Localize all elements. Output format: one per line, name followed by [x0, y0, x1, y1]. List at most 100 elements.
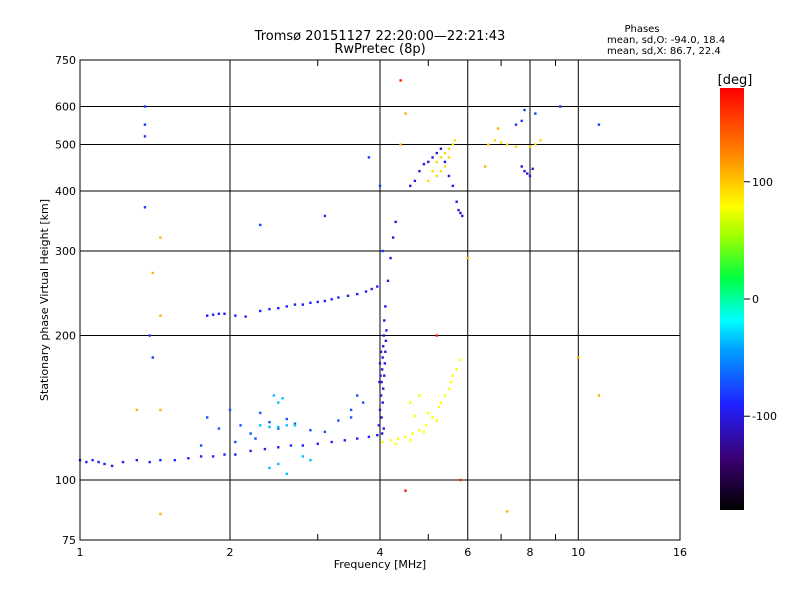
echo-point: [431, 169, 434, 173]
echo-point: [316, 442, 319, 445]
echo-point: [459, 211, 462, 215]
echo-point: [380, 432, 384, 435]
echo-point: [223, 312, 226, 315]
echo-point: [234, 440, 237, 444]
echo-point: [330, 298, 333, 301]
x-tick-label-5: 10: [571, 546, 585, 559]
echo-point: [379, 374, 382, 377]
echo-point: [394, 220, 397, 224]
plot-frame: [79, 59, 681, 541]
echo-point: [349, 416, 353, 419]
echo-point: [451, 143, 455, 146]
series-4: [377, 220, 397, 435]
echo-point: [285, 472, 288, 476]
echo-point: [459, 478, 462, 482]
colorbar-label: [deg]: [718, 73, 753, 88]
stats-line-o: mean, sd,O: -94.0, 18.4: [607, 35, 725, 46]
echo-point: [211, 455, 215, 458]
echo-point: [187, 457, 190, 460]
echo-point: [523, 108, 526, 112]
echo-point: [277, 425, 280, 429]
colorbar-ticks: 100 0 -100: [744, 176, 777, 423]
echo-point: [217, 312, 221, 315]
grid-lines: [80, 60, 680, 540]
colorbar-tick-label-2: -100: [752, 410, 777, 423]
echo-point: [597, 123, 601, 126]
echo-point: [285, 417, 288, 421]
echo-point: [378, 362, 382, 365]
series-8: [143, 105, 601, 359]
echo-point: [381, 401, 384, 404]
echo-point: [431, 416, 434, 419]
echo-point: [370, 287, 373, 291]
echo-point: [376, 285, 379, 288]
echo-point: [285, 305, 288, 308]
echo-point: [453, 139, 456, 142]
y-tick-label-3: 300: [55, 245, 76, 258]
echo-point: [103, 462, 106, 466]
echo-point: [455, 368, 458, 371]
echo-point: [376, 433, 379, 437]
echo-point: [384, 305, 387, 308]
echo-point: [418, 394, 421, 397]
echo-point: [380, 380, 383, 384]
echo-point: [385, 329, 388, 332]
echo-point: [159, 408, 162, 412]
echo-point: [135, 458, 138, 462]
x-tick-label-4: 8: [527, 546, 534, 559]
x-tick-label-1: 2: [227, 546, 234, 559]
echo-point: [449, 380, 453, 384]
echo-point: [409, 439, 412, 442]
echo-point: [389, 256, 392, 260]
echo-point: [443, 160, 447, 164]
echo-point: [151, 271, 155, 275]
y-tick-label-4: 400: [55, 185, 76, 198]
echo-point: [301, 455, 305, 458]
echo-point: [285, 424, 288, 427]
echo-point: [159, 458, 162, 462]
echo-point: [531, 167, 534, 171]
chart-title: Tromsø 20151127 22:20:00—22:21:43: [254, 29, 506, 44]
echo-point: [447, 174, 451, 178]
series-1: [199, 394, 365, 447]
series-2: [259, 394, 312, 476]
series-3: [205, 285, 379, 318]
echo-point: [378, 380, 381, 384]
echo-point: [349, 408, 353, 412]
echo-point: [259, 424, 262, 427]
echo-point: [577, 356, 580, 359]
echo-point: [268, 466, 271, 470]
echo-point: [346, 294, 350, 297]
echo-point: [437, 405, 441, 409]
echo-point: [378, 408, 382, 412]
echo-point: [435, 419, 438, 422]
series-7: [427, 139, 542, 183]
echo-point: [597, 394, 601, 397]
echo-point: [211, 313, 215, 316]
echo-point: [413, 414, 417, 418]
echo-point: [259, 411, 262, 415]
echo-point: [277, 401, 280, 404]
echo-point: [382, 334, 385, 337]
echo-point: [309, 429, 312, 432]
colorbar-tick-label-1: 0: [752, 293, 759, 306]
series-5: [409, 147, 534, 218]
echo-point: [528, 174, 532, 178]
echo-point: [526, 172, 529, 175]
x-axis-label: Frequency [MHz]: [334, 558, 426, 571]
echo-point: [418, 169, 421, 173]
echo-point: [539, 139, 542, 142]
echo-point: [249, 432, 252, 435]
echo-point: [97, 460, 100, 464]
echo-point: [404, 489, 407, 492]
x-axis-ticks: 1 2 4 6 8 10 16: [77, 60, 687, 559]
echo-point: [151, 356, 155, 359]
echo-point: [361, 401, 365, 404]
echo-point: [234, 314, 237, 317]
y-tick-label-7: 750: [55, 54, 76, 67]
echo-point: [121, 460, 125, 464]
echo-point: [514, 145, 518, 148]
echo-point: [439, 156, 443, 159]
echo-point: [447, 156, 451, 159]
